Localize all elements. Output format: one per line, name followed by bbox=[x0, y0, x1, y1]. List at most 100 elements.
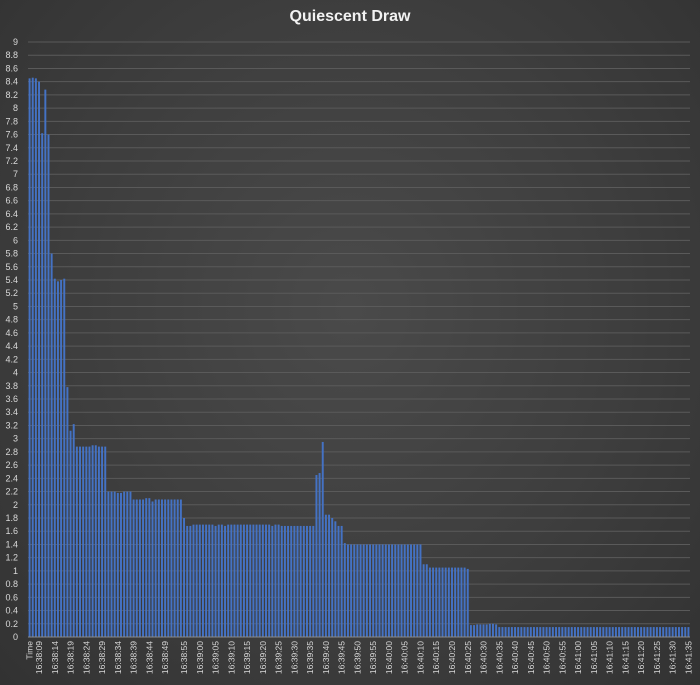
x-tick-label: 16:40:40 bbox=[510, 641, 520, 674]
bar bbox=[684, 627, 687, 637]
x-tick-label: 16:40:00 bbox=[384, 641, 394, 674]
bar bbox=[605, 627, 608, 637]
bar bbox=[674, 627, 677, 637]
y-tick-label: 7.6 bbox=[5, 130, 18, 140]
bar bbox=[532, 627, 535, 637]
bar bbox=[618, 627, 621, 637]
bar bbox=[280, 525, 283, 637]
bar bbox=[208, 524, 211, 637]
bar bbox=[391, 544, 394, 637]
bar bbox=[217, 524, 220, 637]
x-tick-label: 16:41:30 bbox=[668, 641, 678, 674]
bar bbox=[173, 499, 176, 637]
bar bbox=[435, 567, 438, 637]
bar bbox=[451, 567, 453, 637]
bar bbox=[239, 524, 242, 637]
x-tick-label: 16:39:40 bbox=[321, 641, 331, 674]
bar bbox=[384, 544, 387, 637]
y-tick-label: 5.2 bbox=[5, 288, 18, 298]
bar bbox=[186, 525, 189, 637]
bar bbox=[570, 627, 573, 637]
bar bbox=[94, 445, 97, 637]
bar bbox=[482, 624, 485, 637]
gridlines bbox=[28, 41, 690, 625]
bar bbox=[315, 475, 318, 637]
bar bbox=[529, 627, 532, 637]
bar bbox=[205, 524, 208, 637]
bar bbox=[687, 627, 690, 637]
bar bbox=[463, 567, 466, 637]
y-tick-label: 2.2 bbox=[5, 487, 18, 497]
y-tick-label: 0.6 bbox=[5, 592, 18, 602]
x-tick-label: 16:40:05 bbox=[400, 641, 410, 674]
x-tick-label: 16:40:30 bbox=[479, 641, 489, 674]
bar bbox=[359, 544, 362, 637]
bar bbox=[558, 627, 561, 637]
bar bbox=[179, 499, 182, 637]
bar bbox=[261, 524, 264, 637]
bar bbox=[211, 524, 214, 637]
x-tick-label: Time bbox=[25, 641, 35, 660]
bar bbox=[381, 544, 384, 637]
bar bbox=[637, 627, 639, 637]
bar bbox=[394, 544, 397, 637]
bar bbox=[469, 625, 472, 637]
bar bbox=[422, 564, 425, 637]
bar bbox=[66, 387, 69, 637]
x-tick-label: 16:40:25 bbox=[463, 641, 473, 674]
y-tick-label: 1.4 bbox=[5, 539, 18, 549]
bar bbox=[548, 627, 551, 637]
bar bbox=[198, 524, 201, 637]
bar bbox=[296, 525, 299, 637]
y-tick-label: 7.4 bbox=[5, 143, 18, 153]
bar bbox=[312, 525, 315, 637]
x-tick-label: 16:38:14 bbox=[50, 641, 60, 674]
bar bbox=[246, 524, 249, 637]
y-tick-label: 4.6 bbox=[5, 328, 18, 338]
bar bbox=[85, 446, 88, 637]
bar bbox=[271, 525, 274, 637]
x-tick-label: 16:38:44 bbox=[144, 641, 154, 674]
bar bbox=[608, 627, 611, 637]
y-tick-label: 0.2 bbox=[5, 619, 18, 629]
bar bbox=[287, 525, 290, 637]
y-tick-label: 5 bbox=[13, 301, 18, 311]
bar bbox=[523, 627, 526, 637]
bar bbox=[56, 281, 59, 637]
x-tick-label: 16:38:55 bbox=[179, 641, 189, 674]
x-tick-label: 16:38:49 bbox=[160, 641, 170, 674]
x-tick-label: 16:39:30 bbox=[289, 641, 299, 674]
bar bbox=[82, 446, 85, 637]
bar bbox=[113, 491, 116, 637]
bar bbox=[214, 525, 217, 637]
bar bbox=[97, 446, 100, 637]
bar bbox=[599, 627, 602, 637]
bar bbox=[526, 627, 529, 637]
bar bbox=[416, 544, 419, 637]
bar bbox=[649, 627, 652, 637]
bar bbox=[138, 499, 141, 637]
bar bbox=[400, 544, 403, 637]
bar bbox=[167, 499, 170, 637]
bar bbox=[318, 473, 321, 637]
x-tick-label: 16:41:00 bbox=[573, 641, 583, 674]
bar bbox=[123, 491, 126, 637]
bar bbox=[504, 627, 507, 637]
y-tick-label: 2 bbox=[13, 500, 18, 510]
y-tick-label: 2.8 bbox=[5, 447, 18, 457]
bar bbox=[577, 627, 580, 637]
bar bbox=[621, 627, 624, 637]
bar bbox=[350, 544, 353, 637]
bar bbox=[539, 627, 542, 637]
bar bbox=[573, 627, 576, 637]
bar bbox=[501, 627, 504, 637]
y-tick-label: 6 bbox=[13, 235, 18, 245]
y-tick-label: 4.4 bbox=[5, 341, 18, 351]
bar bbox=[466, 568, 469, 637]
bar bbox=[220, 524, 223, 637]
bar bbox=[38, 81, 41, 638]
y-tick-label: 6.8 bbox=[5, 182, 18, 192]
bar bbox=[334, 521, 337, 637]
x-tick-label: 16:38:39 bbox=[129, 641, 139, 674]
bar bbox=[677, 627, 680, 637]
